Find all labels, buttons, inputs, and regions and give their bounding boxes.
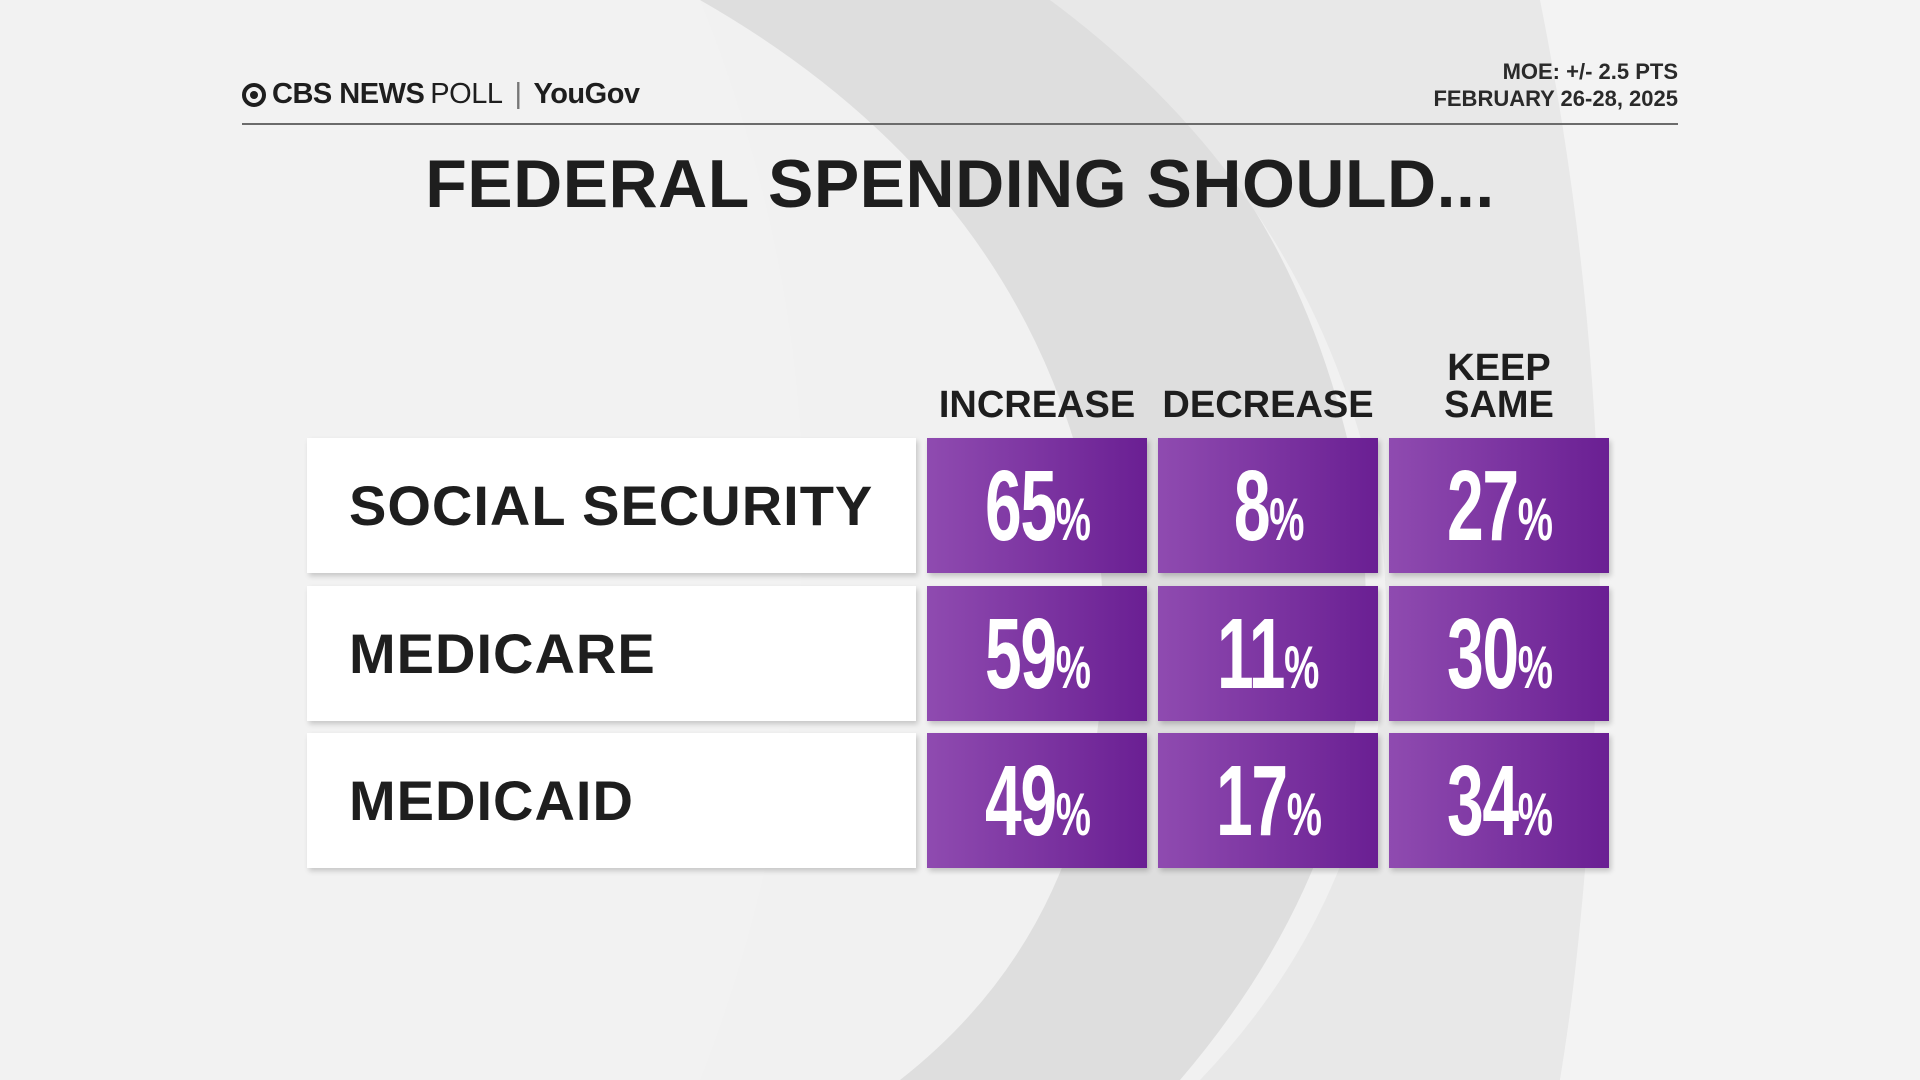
value-label: 65% — [984, 449, 1091, 562]
divider: | — [514, 78, 522, 110]
value-label: 27% — [1446, 449, 1553, 562]
value-cell: 27% — [1389, 438, 1609, 573]
brand: CBS NEWS — [272, 78, 425, 110]
chart-title: FEDERAL SPENDING SHOULD... — [425, 146, 1495, 222]
value-label: 59% — [984, 597, 1091, 710]
column-header: KEEP SAME — [1444, 347, 1554, 426]
poll-dates: FEBRUARY 26-28, 2025 — [1433, 86, 1678, 111]
column-header: DECREASE — [1162, 384, 1374, 426]
row-label: MEDICARE — [307, 586, 916, 721]
value-cell: 30% — [1389, 586, 1609, 721]
value-cell: 8% — [1158, 438, 1378, 573]
row-label: SOCIAL SECURITY — [307, 438, 916, 573]
value-label: 17% — [1215, 744, 1322, 857]
brand-suffix: POLL — [430, 78, 503, 110]
row-label: MEDICAID — [307, 733, 916, 868]
value-cell: 65% — [927, 438, 1147, 573]
value-label: 34% — [1446, 744, 1553, 857]
margin-of-error: MOE: +/- 2.5 PTS — [1502, 59, 1678, 84]
value-cell: 17% — [1158, 733, 1378, 868]
column-header: INCREASE — [938, 384, 1136, 426]
cbs-yougov-logo: CBS NEWS POLL | YouGov — [242, 78, 640, 111]
partner: YouGov — [533, 78, 641, 110]
cbs-eye-icon — [242, 82, 266, 107]
value-label: 11% — [1217, 597, 1319, 710]
value-cell: 11% — [1158, 586, 1378, 721]
value-label: 8% — [1233, 449, 1304, 562]
value-label: 30% — [1446, 597, 1553, 710]
value-cell: 49% — [927, 733, 1147, 868]
poll-meta: MOE: +/- 2.5 PTS FEBRUARY 26-28, 2025 — [1433, 58, 1678, 112]
value-label: 49% — [984, 744, 1091, 857]
value-cell: 34% — [1389, 733, 1609, 868]
header-rule — [242, 123, 1678, 125]
value-cell: 59% — [927, 586, 1147, 721]
